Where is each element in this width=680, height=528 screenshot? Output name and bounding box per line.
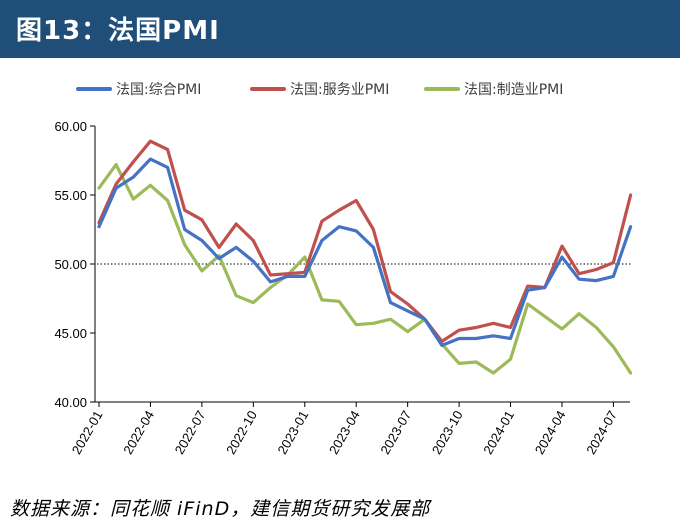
- x-tick-label: 2023-04: [326, 408, 363, 457]
- legend-label-3: 法国:制造业PMI: [464, 82, 563, 98]
- y-tick-label: 40.00: [54, 395, 87, 410]
- x-tick-label: 2023-01: [275, 408, 312, 457]
- legend: 法国:综合PMI 法国:服务业PMI 法国:制造业PMI: [76, 82, 563, 98]
- x-tick-label: 2024-01: [480, 408, 517, 457]
- y-tick-label: 55.00: [54, 188, 87, 203]
- series-line-1: [97, 157, 633, 347]
- data-source-note: 数据来源：同花顺 iFinD，建信期货研究发展部: [10, 498, 431, 520]
- x-tick-label: 2022-01: [69, 408, 106, 457]
- x-tick-label: 2024-07: [583, 408, 620, 457]
- x-tick-label: 2022-10: [223, 408, 260, 457]
- chart-title: 图13：法国PMI: [16, 16, 220, 46]
- pmi-line-chart: 法国:综合PMI 法国:服务业PMI 法国:制造业PMI 40.00 45.00 50.…: [54, 82, 633, 457]
- x-axis: 2022-01 2022-04 2022-07 2022-10 2023-01 2023-…: [69, 401, 630, 457]
- y-tick-label: 45.00: [54, 326, 87, 341]
- x-tick-label: 2022-04: [120, 408, 157, 457]
- series-lines: [97, 139, 633, 375]
- legend-label-2: 法国:服务业PMI: [290, 82, 389, 98]
- x-tick-label: 2022-07: [172, 408, 209, 457]
- legend-label-1: 法国:综合PMI: [116, 82, 201, 98]
- series-line-3: [97, 162, 633, 375]
- title-bar: 图13：法国PMI: [0, 0, 680, 58]
- x-tick-label: 2024-04: [532, 408, 569, 457]
- y-axis: 40.00 45.00 50.00 55.00 60.00: [54, 119, 96, 410]
- y-tick-label: 60.00: [54, 119, 87, 134]
- x-tick-label: 2023-07: [377, 408, 414, 457]
- y-tick-label: 50.00: [54, 257, 87, 272]
- x-tick-label: 2023-10: [429, 408, 466, 457]
